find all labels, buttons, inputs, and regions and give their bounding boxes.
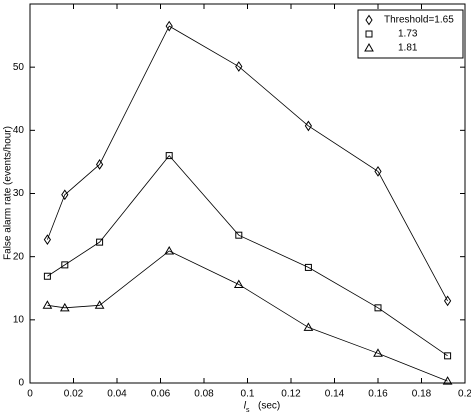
marker xyxy=(443,295,452,307)
marker xyxy=(61,189,69,201)
marker xyxy=(442,376,453,385)
series-line xyxy=(47,25,448,302)
x-tick-label: 0.14 xyxy=(325,389,345,400)
marker xyxy=(303,322,314,331)
x-axis-label-unit: (sec) xyxy=(258,401,280,412)
marker xyxy=(235,231,243,239)
x-tick-label: 0.1 xyxy=(241,389,255,400)
marker xyxy=(304,263,312,271)
legend-marker xyxy=(365,14,373,26)
legend-label: 1.81 xyxy=(398,43,418,54)
marker xyxy=(165,20,173,32)
legend-marker xyxy=(364,42,374,52)
y-tick-label: 40 xyxy=(13,125,25,136)
series-line xyxy=(47,154,448,357)
plot-frame xyxy=(29,3,466,384)
y-axis-label: False alarm rate (events/hour) xyxy=(3,126,14,260)
marker xyxy=(444,352,452,360)
marker xyxy=(96,238,104,246)
marker xyxy=(43,272,51,280)
marker xyxy=(165,152,173,160)
marker xyxy=(61,261,69,269)
y-tick-label: 30 xyxy=(13,188,25,199)
y-tick-label: 50 xyxy=(13,62,25,73)
marker xyxy=(374,165,382,177)
marker xyxy=(233,279,244,288)
x-axis-label-subscript: s xyxy=(246,407,250,414)
marker xyxy=(95,159,104,170)
marker xyxy=(374,304,382,312)
series-line xyxy=(47,250,448,382)
marker xyxy=(94,300,105,309)
marker xyxy=(304,120,313,132)
y-tick-label: 0 xyxy=(18,378,24,389)
marker xyxy=(373,348,383,357)
x-axis-label: l xyxy=(244,401,247,412)
y-tick-label: 10 xyxy=(13,314,25,325)
legend-box xyxy=(357,9,464,59)
x-tick-label: 0.06 xyxy=(151,389,171,400)
x-tick-label: 0.12 xyxy=(281,389,301,400)
legend-marker xyxy=(365,30,373,38)
marker xyxy=(43,234,52,246)
x-tick-label: 0.16 xyxy=(368,389,388,400)
x-tick-label: 0.2 xyxy=(458,389,471,400)
legend-label: 1.73 xyxy=(398,29,418,40)
x-tick-label: 0.02 xyxy=(64,389,84,400)
marker xyxy=(59,302,70,312)
marker xyxy=(235,61,243,72)
x-tick-label: 0.18 xyxy=(412,389,432,400)
marker xyxy=(42,300,53,309)
legend-label: Threshold=1.65 xyxy=(384,15,454,26)
x-tick-label: 0 xyxy=(27,389,33,400)
x-tick-label: 0.04 xyxy=(107,389,127,400)
marker xyxy=(164,245,175,255)
x-tick-label: 0.08 xyxy=(194,389,214,400)
y-tick-label: 20 xyxy=(13,251,25,262)
